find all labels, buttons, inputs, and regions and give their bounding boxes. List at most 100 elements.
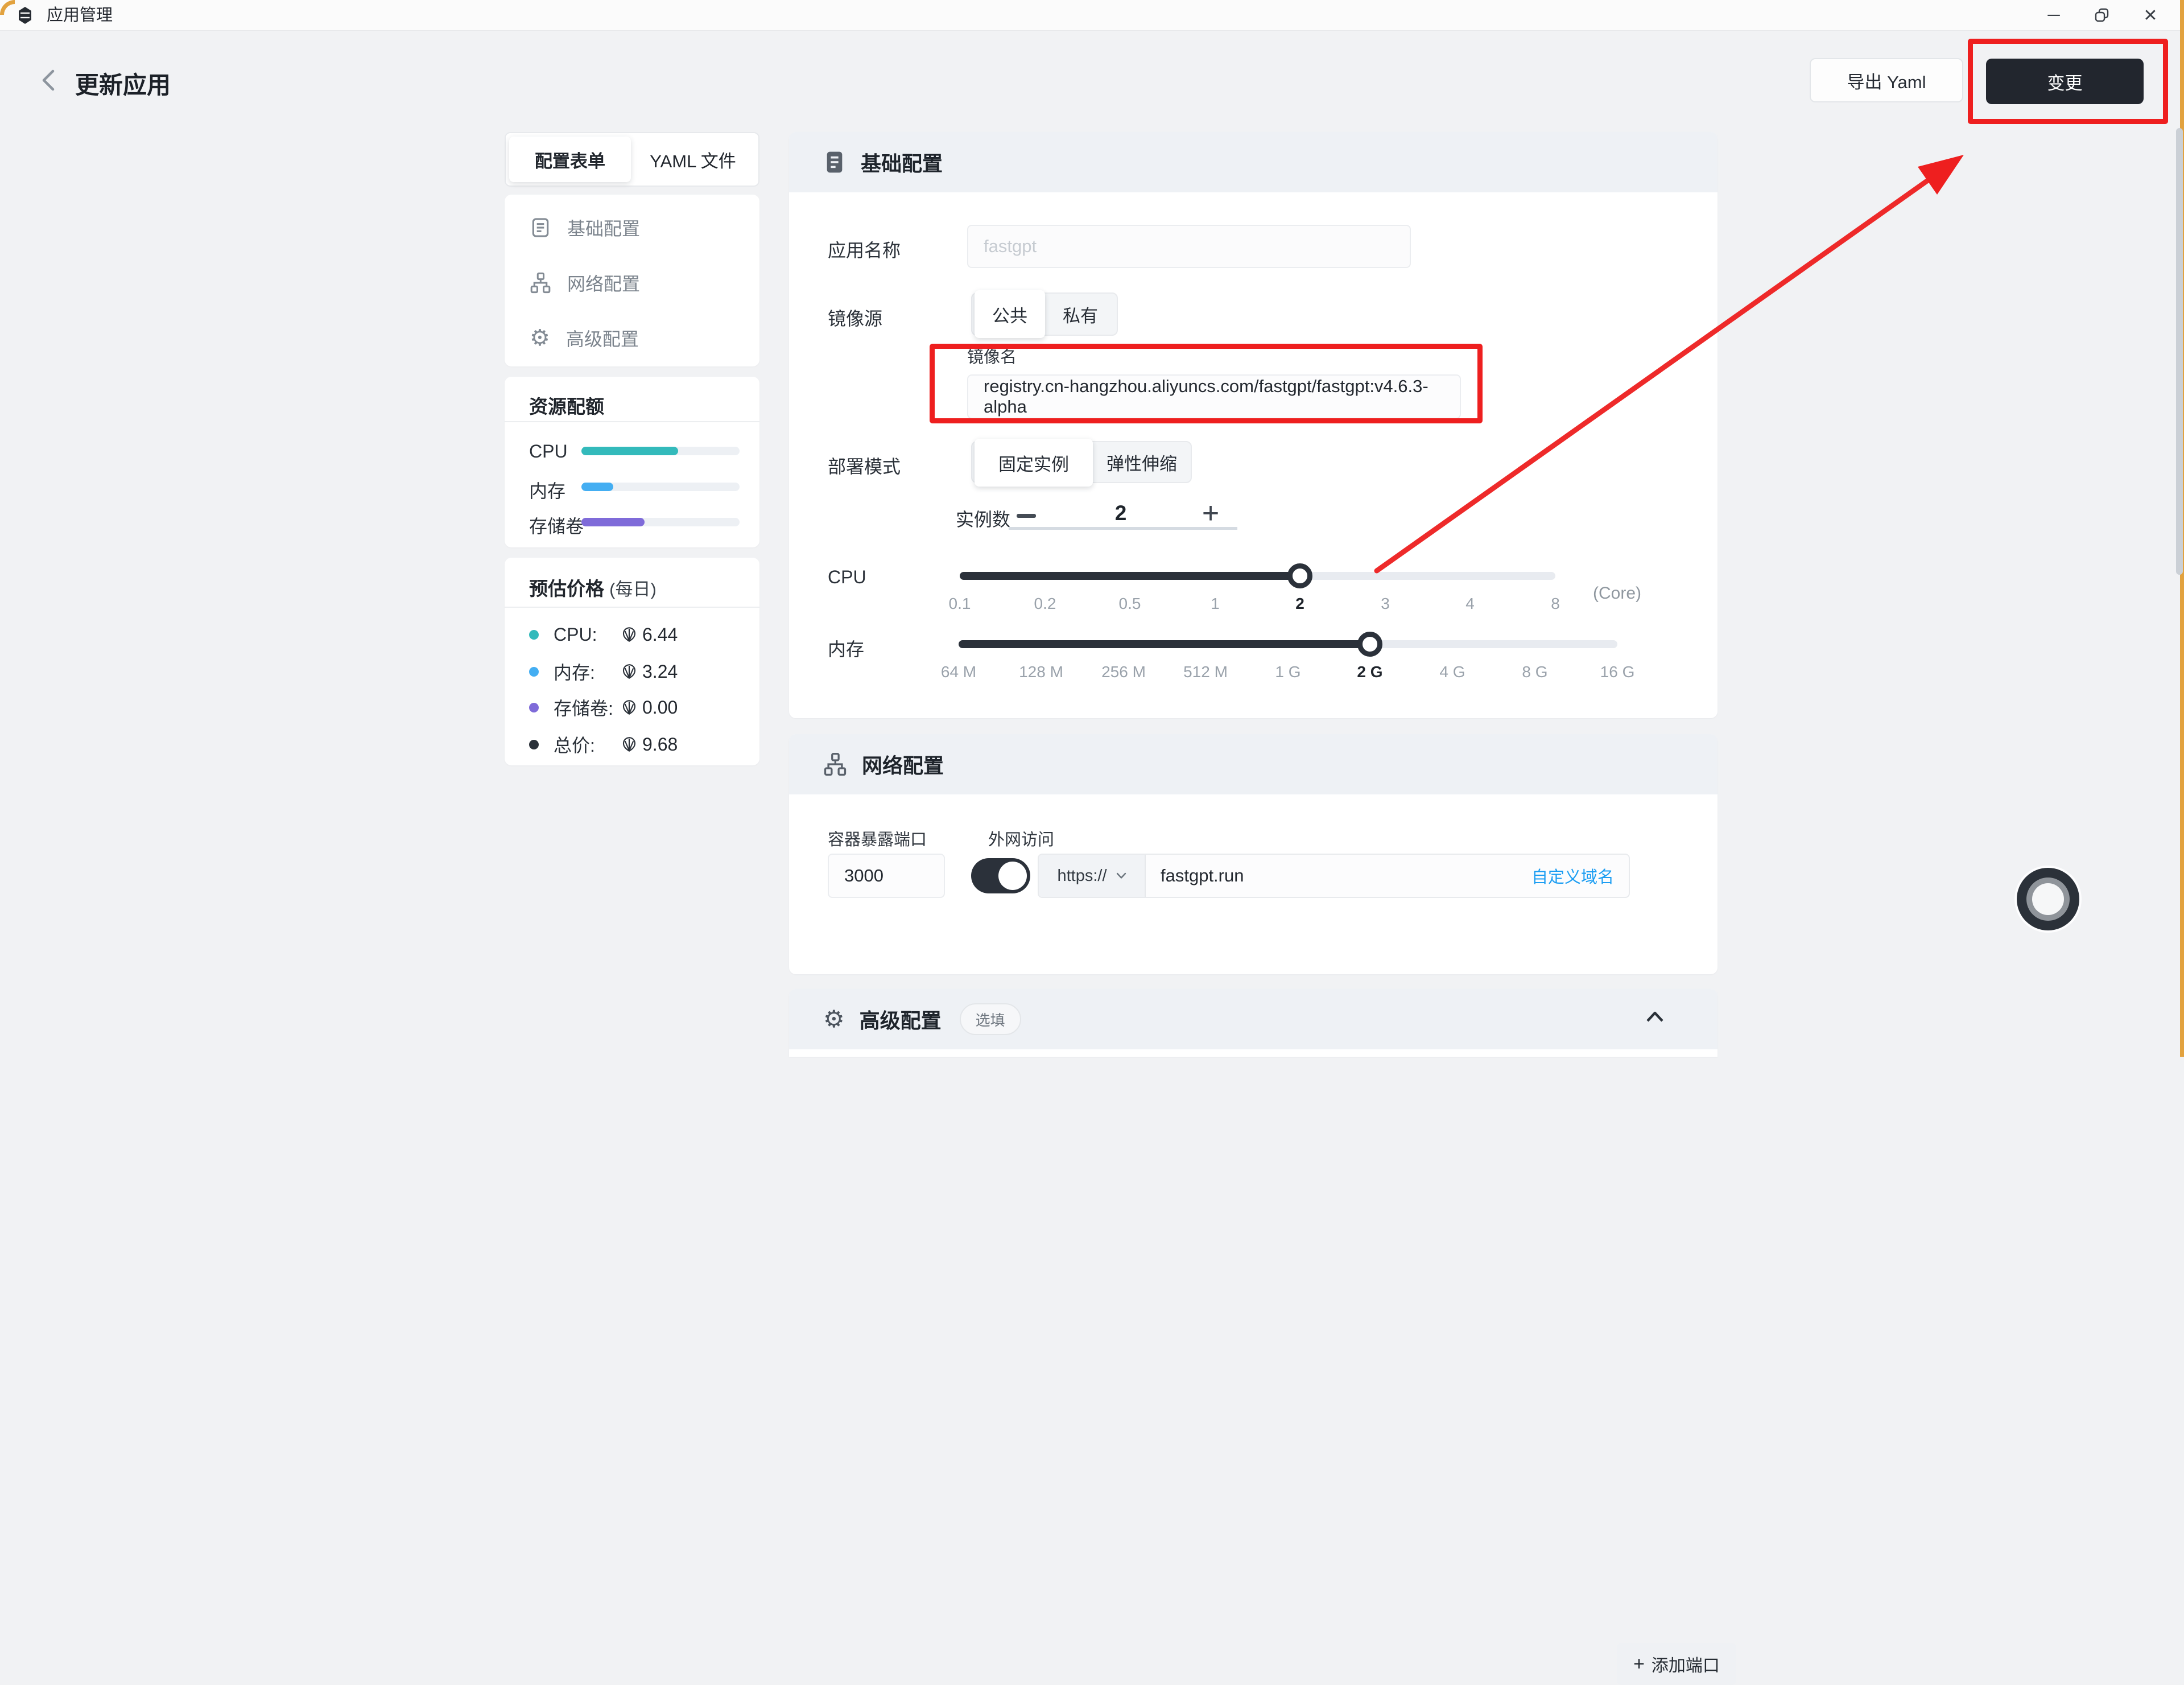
- minus-icon: [1017, 513, 1036, 518]
- toggle-knob: [998, 862, 1027, 890]
- view-tabs: 配置表单 YAML 文件: [505, 132, 759, 187]
- cpu-tick: 0.2: [1034, 595, 1056, 612]
- custom-domain-link[interactable]: 自定义域名: [1531, 868, 1614, 887]
- price-row-cpu: CPU: 6.44: [529, 623, 745, 646]
- cpu-tick: 1: [1211, 595, 1220, 612]
- page-scrollbar[interactable]: [2176, 128, 2183, 575]
- price-row-total: 总价: 9.68: [529, 733, 745, 756]
- cpu-tick-selected: 2: [1295, 595, 1304, 612]
- document-icon: [532, 218, 549, 237]
- click-indicator-cursor: [2017, 868, 2079, 930]
- app-logo-gem-icon: [19, 7, 31, 24]
- container-port-input[interactable]: 3000: [828, 854, 945, 898]
- cpu-dot: [529, 629, 539, 640]
- domain-field[interactable]: fastgpt.run 自定义域名: [1146, 855, 1629, 897]
- app-name-label: 应用名称: [828, 240, 901, 261]
- section-title: 高级配置: [859, 1009, 942, 1032]
- divider: [505, 421, 759, 422]
- instances-value: 2: [1114, 501, 1127, 525]
- chevron-up-icon[interactable]: [1645, 1011, 1665, 1023]
- coin-shell-icon: [622, 664, 636, 679]
- tab-config-form[interactable]: 配置表单: [509, 137, 631, 182]
- advanced-config-section: ⚙ 高级配置 选填: [789, 989, 1718, 1057]
- quota-cpu-bar: [581, 447, 740, 455]
- instances-label: 实例数: [956, 509, 1011, 530]
- window-edge-accent-topleft: [0, 0, 15, 15]
- deploy-mode-segment: 固定实例 弹性伸缩: [971, 439, 1192, 487]
- optional-badge: 选填: [959, 1003, 1021, 1035]
- deploy-mode-fixed[interactable]: 固定实例: [975, 439, 1093, 487]
- memory-slider-label: 内存: [828, 639, 865, 660]
- image-source-private[interactable]: 私有: [1063, 306, 1098, 326]
- apply-change-button[interactable]: 变更: [1986, 59, 2144, 104]
- click-indicator-center: [2032, 883, 2064, 915]
- cpu-tick: 0.1: [948, 595, 971, 612]
- sitemap-icon: [824, 752, 847, 776]
- instances-decrease-button[interactable]: [1014, 508, 1039, 523]
- quota-memory-bar: [581, 483, 740, 491]
- basic-config-header: 基础配置: [789, 132, 1718, 192]
- tab-yaml-file[interactable]: YAML 文件: [650, 151, 736, 171]
- add-port-button[interactable]: + 添加端口: [1617, 1643, 1736, 1685]
- memory-dot: [529, 666, 539, 677]
- cpu-tick: 4: [1465, 595, 1475, 612]
- price-row-storage: 存储卷: 0.00: [529, 696, 745, 719]
- storage-dot: [529, 702, 539, 712]
- memory-tick: 64 M: [940, 663, 977, 681]
- container-port-label: 容器暴露端口: [828, 831, 927, 849]
- app-name-input[interactable]: fastgpt: [967, 225, 1411, 268]
- coin-shell-icon: [622, 700, 636, 715]
- memory-tick: 4 G: [1439, 663, 1465, 681]
- resource-quota-panel: 资源配额 CPU 内存 存储卷: [505, 377, 759, 547]
- export-yaml-button[interactable]: 导出 Yaml: [1810, 58, 1963, 102]
- memory-tick: 8 G: [1522, 663, 1548, 681]
- basic-config-section: 基础配置 应用名称 fastgpt 镜像源 公共 私有 镜像名 registry…: [789, 132, 1718, 718]
- cpu-tick: 0.5: [1118, 595, 1141, 612]
- memory-tick: 128 M: [1019, 663, 1063, 681]
- sidebar-item-network-config[interactable]: 网络配置: [505, 263, 759, 303]
- image-source-label: 镜像源: [828, 308, 883, 329]
- deploy-mode-label: 部署模式: [828, 456, 901, 477]
- minimize-button[interactable]: ─: [2047, 6, 2060, 24]
- click-indicator-ring: [2026, 877, 2070, 921]
- price-row-memory: 内存: 3.24: [529, 660, 745, 683]
- total-dot: [529, 739, 539, 749]
- section-title: 基础配置: [861, 152, 943, 175]
- document-icon: [827, 151, 843, 173]
- cpu-slider[interactable]: 0.1 0.2 0.5 1 2 3 4 8: [949, 563, 1560, 612]
- restore-button[interactable]: [2082, 0, 2122, 31]
- external-access-toggle[interactable]: [971, 858, 1030, 893]
- config-nav: 基础配置 网络配置 ⚙ 高级配置: [505, 195, 759, 366]
- sitemap-icon: [530, 272, 551, 294]
- memory-tick: 512 M: [1183, 663, 1228, 681]
- cpu-slider-handle[interactable]: [1287, 563, 1312, 588]
- memory-tick: 256 M: [1101, 663, 1146, 681]
- cpu-unit-label: (Core): [1593, 584, 1642, 603]
- coin-shell-icon: [622, 737, 636, 752]
- sidebar-item-advanced-config[interactable]: ⚙ 高级配置: [505, 318, 759, 358]
- instances-increase-button[interactable]: +: [1202, 497, 1220, 530]
- sidebar-item-basic-config[interactable]: 基础配置: [505, 208, 759, 248]
- advanced-config-header[interactable]: ⚙ 高级配置 选填: [789, 989, 1718, 1049]
- divider: [505, 607, 759, 608]
- image-name-input[interactable]: registry.cn-hangzhou.aliyuncs.com/fastgp…: [967, 374, 1461, 419]
- image-source-segment: 公共 私有: [971, 290, 1118, 338]
- titlebar: 应用管理 ─ ✕: [0, 0, 2184, 31]
- stepper-underline: [1009, 527, 1237, 530]
- memory-tick: 16 G: [1600, 663, 1635, 681]
- price-title: 预估价格 (每日): [529, 578, 657, 599]
- memory-slider[interactable]: 64 M 128 M 256 M 512 M 1 G 2 G 4 G 8 G 1…: [941, 632, 1634, 681]
- external-url-box: https:// fastgpt.run 自定义域名: [1038, 854, 1630, 898]
- section-title: 网络配置: [862, 754, 944, 777]
- image-source-public[interactable]: 公共: [975, 290, 1045, 338]
- cpu-tick: 8: [1551, 595, 1560, 612]
- cpu-tick: 3: [1381, 595, 1390, 612]
- window-title: 应用管理: [47, 6, 113, 24]
- protocol-select[interactable]: https://: [1039, 855, 1146, 897]
- domain-value: fastgpt.run: [1161, 866, 1244, 885]
- close-button[interactable]: ✕: [2143, 6, 2158, 25]
- memory-tick-selected: 2 G: [1357, 663, 1383, 681]
- deploy-mode-elastic[interactable]: 弹性伸缩: [1107, 454, 1177, 474]
- back-button[interactable]: [35, 67, 61, 93]
- memory-slider-handle[interactable]: [1357, 632, 1382, 657]
